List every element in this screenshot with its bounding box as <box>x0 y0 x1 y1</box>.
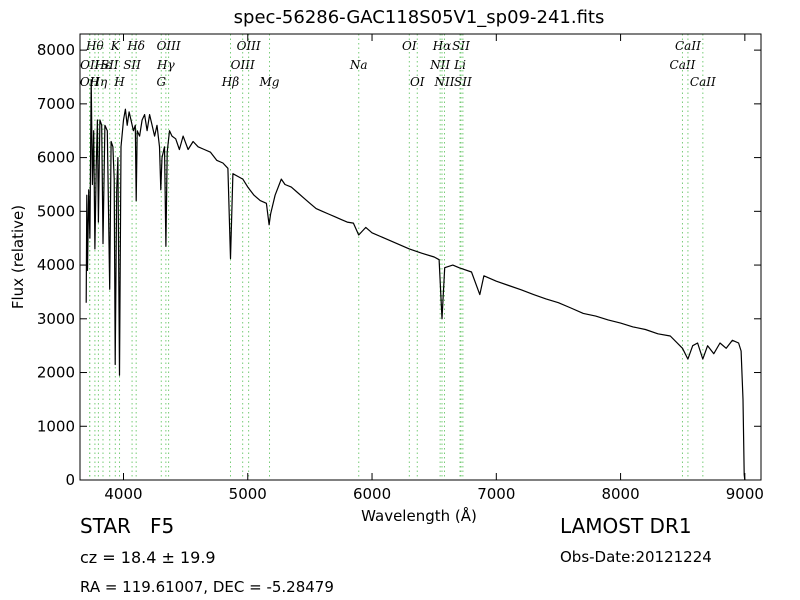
line-marker-label: Li <box>453 58 466 72</box>
line-marker-label: Hβ <box>221 75 239 89</box>
x-tick-label: 8000 <box>601 485 639 503</box>
x-tick-label: 7000 <box>477 485 515 503</box>
line-marker-label: G <box>156 75 166 89</box>
line-marker-label: OI <box>402 39 417 53</box>
spectrum-line <box>85 79 746 481</box>
coordinates-label: RA = 119.61007, DEC = -5.28479 <box>80 578 334 596</box>
line-marker-label: OIII <box>157 39 181 53</box>
x-tick-label: 9000 <box>726 485 764 503</box>
y-tick-label: 2000 <box>37 364 75 382</box>
line-marker-label: Na <box>349 58 368 72</box>
line-marker-label: SII <box>101 58 119 72</box>
line-marker-label: H <box>113 75 125 89</box>
y-tick-label: 5000 <box>37 202 75 220</box>
y-tick-label: 6000 <box>37 149 75 167</box>
line-marker-label: Hδ <box>126 39 145 53</box>
x-tick-label: 4000 <box>104 485 142 503</box>
y-tick-label: 8000 <box>37 41 75 59</box>
line-marker-label: Hγ <box>156 58 175 72</box>
x-tick-label: 6000 <box>353 485 391 503</box>
redshift-label: cz = 18.4 ± 19.9 <box>80 548 216 567</box>
line-marker-label: OII <box>80 75 100 89</box>
y-tick-label: 4000 <box>37 256 75 274</box>
axis-ticks: 4000 5000 6000 7000 8000 9000 0 1000 2000 3000 400… <box>37 34 764 503</box>
y-tick-label: 0 <box>65 471 75 489</box>
survey-label: LAMOST DR1 <box>560 514 692 538</box>
line-marker-label: OI <box>410 75 425 89</box>
line-marker-label: Hθ <box>85 39 104 53</box>
line-marker-label: Hα <box>432 39 452 53</box>
line-markers: OIIOIIHθHηHεSIIKHSIIHδGHγOIIIHβOIIIOIIIM… <box>80 34 716 480</box>
line-marker-label: Hη <box>89 75 108 89</box>
y-tick-label: 7000 <box>37 95 75 113</box>
line-marker-label: K <box>110 39 121 53</box>
line-marker-label: SII <box>454 75 472 89</box>
y-axis-label: Flux (relative) <box>9 205 27 309</box>
chart-title: spec-56286-GAC118S05V1_sp09-241.fits <box>234 7 605 28</box>
subclass-label: F5 <box>150 514 175 538</box>
line-marker-label: Mg <box>259 75 280 89</box>
x-tick-label: 5000 <box>229 485 267 503</box>
x-axis-label: Wavelength (Å) <box>361 506 477 525</box>
object-class: STAR F5 <box>80 514 174 538</box>
line-marker-label: Hε <box>94 58 112 72</box>
obs-date-label: Obs-Date:20121224 <box>560 548 712 566</box>
y-tick-label: 3000 <box>37 310 75 328</box>
line-marker-label: NII <box>429 58 450 72</box>
line-marker-label: CaII <box>670 58 696 72</box>
line-marker-label: SII <box>452 39 470 53</box>
line-marker-label: NII <box>433 75 454 89</box>
line-marker-label: CaII <box>690 75 716 89</box>
line-marker-label: SII <box>123 58 141 72</box>
object-class-label: STAR <box>80 514 131 538</box>
y-tick-label: 1000 <box>37 417 75 435</box>
plot-frame <box>79 33 762 481</box>
line-marker-label: OIII <box>231 58 255 72</box>
line-marker-label: OIII <box>237 39 261 53</box>
line-marker-label: CaII <box>675 39 701 53</box>
